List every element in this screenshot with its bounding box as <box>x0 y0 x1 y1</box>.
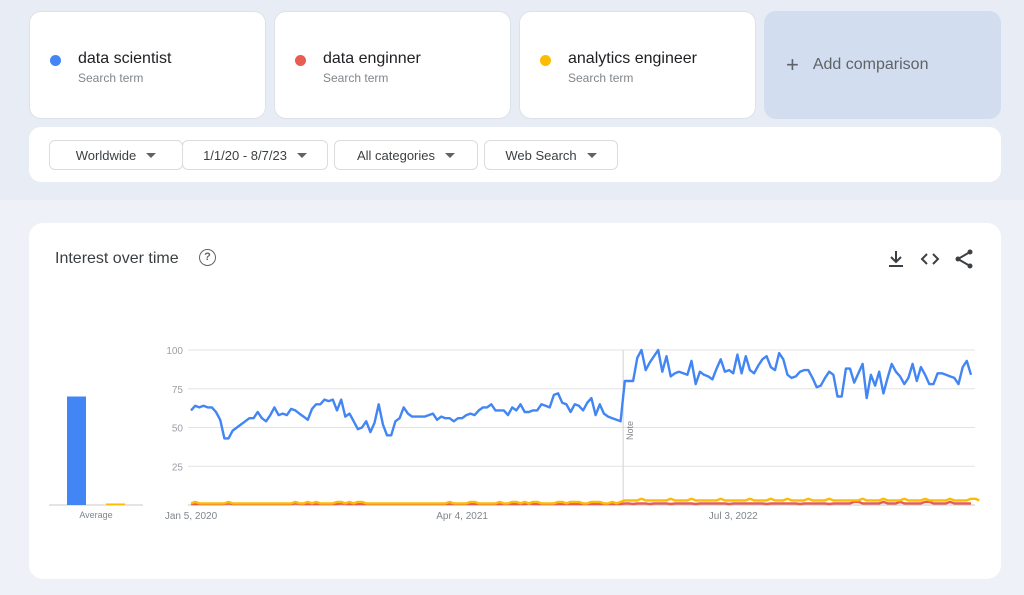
term-card-analytics-engineer[interactable]: analytics engineer Search term <box>519 11 756 119</box>
category-dropdown[interactable]: All categories <box>334 140 478 170</box>
series-color-dot <box>50 55 61 66</box>
series-color-dot <box>540 55 551 66</box>
y-tick-label: 75 <box>172 385 184 396</box>
share-icon[interactable] <box>952 247 976 271</box>
download-icon[interactable] <box>884 247 908 271</box>
embed-code-icon[interactable] <box>918 247 942 271</box>
term-label: data scientist <box>78 50 172 67</box>
term-sublabel: Search term <box>568 71 634 85</box>
add-comparison-button[interactable]: + Add comparison <box>764 11 1001 119</box>
search-type-dropdown[interactable]: Web Search <box>484 140 618 170</box>
panel-title: Interest over time <box>55 250 179 267</box>
x-tick-label: Jul 3, 2022 <box>709 511 758 522</box>
y-tick-label: 100 <box>166 346 183 357</box>
term-label: analytics engineer <box>568 50 697 67</box>
date-range-value: 1/1/20 - 8/7/23 <box>203 147 287 163</box>
average-bar-data-scientist <box>67 396 86 505</box>
help-icon[interactable]: ? <box>199 249 216 266</box>
caret-down-icon <box>586 152 597 158</box>
search-type-value: Web Search <box>505 147 577 163</box>
filter-bar: Worldwide 1/1/20 - 8/7/23 All categories… <box>29 127 1001 182</box>
y-tick-label: 25 <box>172 462 184 473</box>
average-bar-analytics-engineer <box>106 503 125 505</box>
plus-icon: + <box>786 52 799 77</box>
x-tick-label: Jan 5, 2020 <box>165 511 218 522</box>
region-value: Worldwide <box>75 147 137 163</box>
category-value: All categories <box>356 147 436 163</box>
region-dropdown[interactable]: Worldwide <box>49 140 183 170</box>
note-label: Note <box>625 421 635 440</box>
term-sublabel: Search term <box>323 71 389 85</box>
term-card-data-scientist[interactable]: data scientist Search term <box>29 11 266 119</box>
term-card-data-enginner[interactable]: data enginner Search term <box>274 11 511 119</box>
date-range-dropdown[interactable]: 1/1/20 - 8/7/23 <box>182 140 328 170</box>
average-label: Average <box>79 510 112 520</box>
caret-down-icon <box>296 152 307 158</box>
caret-down-icon <box>146 152 157 158</box>
caret-down-icon <box>445 152 456 158</box>
x-tick-label: Apr 4, 2021 <box>436 511 488 522</box>
y-tick-label: 50 <box>172 424 184 435</box>
interest-over-time-panel: Interest over time ? <box>29 223 1001 579</box>
term-label: data enginner <box>323 50 421 67</box>
term-sublabel: Search term <box>78 71 144 85</box>
series-line-data-scientist <box>190 348 973 440</box>
add-comparison-label: Add comparison <box>812 56 929 73</box>
series-color-dot <box>295 55 306 66</box>
series-line-analytics-engineer <box>190 497 980 505</box>
